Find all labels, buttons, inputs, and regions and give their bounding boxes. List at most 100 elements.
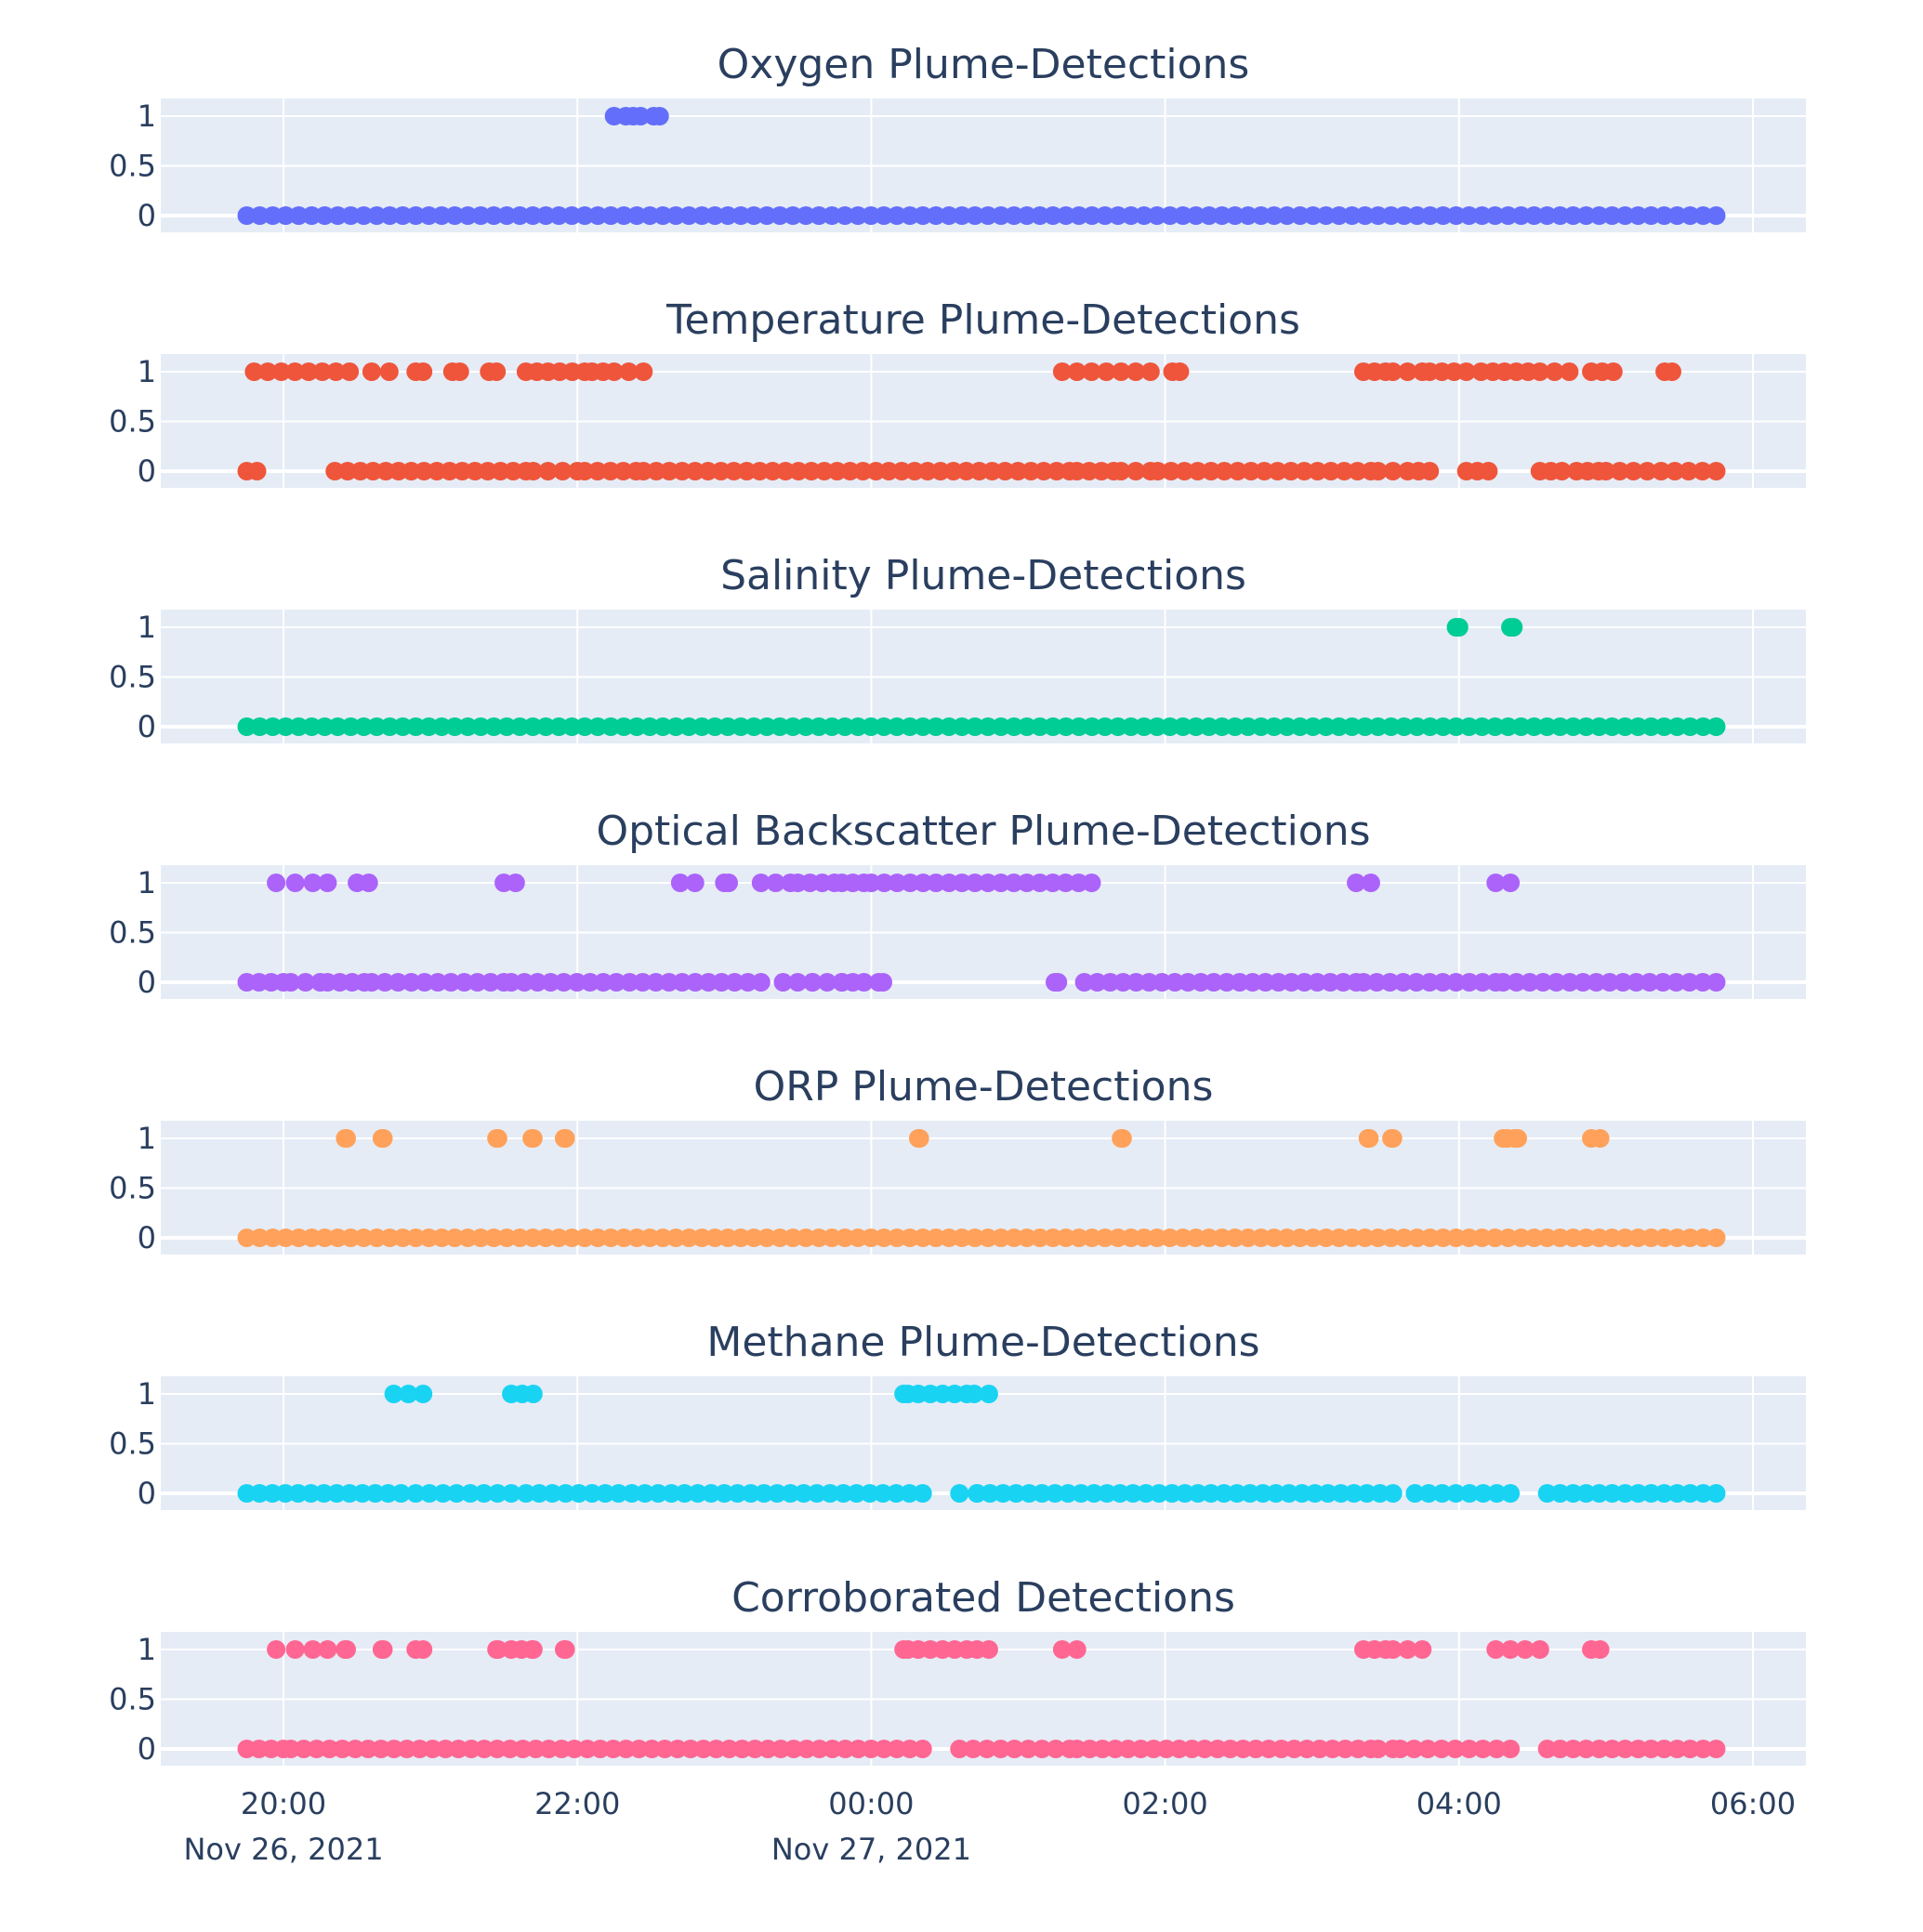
data-point [1680, 1484, 1700, 1503]
data-point [1550, 1740, 1570, 1758]
data-point [1034, 462, 1053, 480]
data-point [1383, 1129, 1403, 1148]
data-point [901, 206, 919, 225]
data-point [556, 1640, 575, 1659]
data-point [458, 206, 478, 225]
subplot-title: Salinity Plume-Detections [720, 552, 1246, 599]
data-point [1303, 717, 1323, 736]
data-point [1202, 462, 1220, 480]
data-point [1602, 1229, 1622, 1247]
data-point [414, 1640, 433, 1659]
data-point [1134, 206, 1153, 225]
data-point [1381, 1229, 1401, 1247]
data-point [588, 206, 608, 225]
data-point [814, 462, 834, 480]
data-point [288, 1484, 308, 1503]
data-point [1259, 1740, 1278, 1758]
data-point [1407, 973, 1426, 992]
data-point [1498, 1229, 1518, 1247]
data-point [1188, 462, 1207, 480]
data-point [666, 717, 686, 736]
data-point [1576, 717, 1596, 736]
data-point [1033, 1484, 1052, 1503]
data-point [354, 1229, 374, 1247]
data-point [1667, 717, 1687, 736]
data-point [1111, 1484, 1129, 1503]
data-point [692, 717, 712, 736]
data-point [341, 1229, 361, 1247]
data-point [302, 206, 322, 225]
data-point [428, 973, 447, 992]
data-point [1355, 206, 1375, 225]
y-tick-label: 1 [138, 1121, 156, 1156]
data-point [773, 973, 793, 992]
data-point [995, 462, 1015, 480]
data-point [619, 362, 639, 381]
data-point [590, 1740, 610, 1758]
data-point [362, 362, 381, 381]
data-point [992, 717, 1010, 736]
data-point [1628, 717, 1648, 736]
data-point [1303, 206, 1323, 225]
data-point [966, 206, 984, 225]
data-point [991, 874, 1010, 892]
data-point [675, 1484, 694, 1503]
data-point [1137, 1484, 1155, 1503]
data-point [823, 1740, 842, 1758]
data-point [927, 717, 945, 736]
data-point [267, 1640, 286, 1659]
data-point [1641, 206, 1661, 225]
data-point [468, 973, 487, 992]
data-point [1163, 1484, 1181, 1503]
y-tick-label: 1 [138, 354, 156, 389]
data-point [523, 1385, 543, 1403]
data-point [679, 1229, 699, 1247]
data-point [1446, 717, 1466, 736]
data-point [1485, 206, 1505, 225]
data-point [289, 717, 309, 736]
data-point [1067, 362, 1087, 381]
data-point [647, 462, 666, 480]
data-point [258, 362, 278, 381]
data-point [1228, 462, 1247, 480]
data-point [1357, 1484, 1376, 1503]
data-point [686, 973, 705, 992]
data-point [1082, 1229, 1101, 1247]
data-point [523, 1129, 543, 1148]
data-point [303, 1640, 323, 1659]
subplot-5: 1 0.5 0 ORP Plume-Detections [109, 1063, 1806, 1255]
data-point [1602, 717, 1622, 736]
data-point [607, 973, 626, 992]
data-point [549, 206, 569, 225]
data-point [263, 1229, 283, 1247]
data-point [1680, 206, 1700, 225]
data-point [914, 874, 933, 892]
data-point [1641, 1740, 1661, 1758]
data-point [1173, 1229, 1192, 1247]
data-point [1381, 717, 1401, 736]
subplot-title: Optical Backscatter Plume-Detections [596, 808, 1370, 855]
data-point [1473, 1484, 1493, 1503]
subplot-7: 1 0.5 0 Corroborated Detections [109, 1574, 1806, 1767]
data-point [875, 874, 894, 892]
data-point [1432, 1484, 1452, 1503]
data-point [1508, 1129, 1527, 1148]
data-point [964, 1740, 983, 1758]
data-point [1238, 1229, 1258, 1247]
data-point [614, 206, 634, 225]
data-point [1446, 1229, 1466, 1247]
data-point [362, 973, 381, 992]
x-axis: 20:00 Nov 26, 2021 22:00 00:00 Nov 27, 2021 0… [183, 1786, 1796, 1867]
data-point [1667, 1229, 1687, 1247]
data-point [1485, 717, 1505, 736]
data-point [1563, 1484, 1583, 1503]
data-point [1316, 717, 1336, 736]
data-point [633, 973, 652, 992]
data-point [1407, 1229, 1427, 1247]
data-point [536, 1229, 556, 1247]
data-point [402, 462, 421, 480]
data-point [763, 462, 783, 480]
data-point [484, 717, 504, 736]
data-point [1511, 717, 1531, 736]
data-point [1537, 1740, 1557, 1758]
